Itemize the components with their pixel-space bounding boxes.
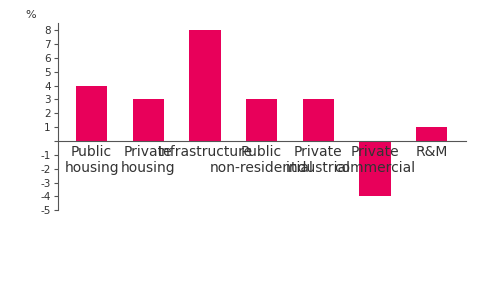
Bar (416, 127, 447, 141)
Text: %: % (25, 10, 36, 20)
Bar (76, 86, 107, 141)
Bar (189, 30, 220, 141)
Bar (246, 100, 277, 141)
Bar (303, 100, 334, 141)
Bar (360, 141, 391, 197)
Bar (132, 100, 164, 141)
